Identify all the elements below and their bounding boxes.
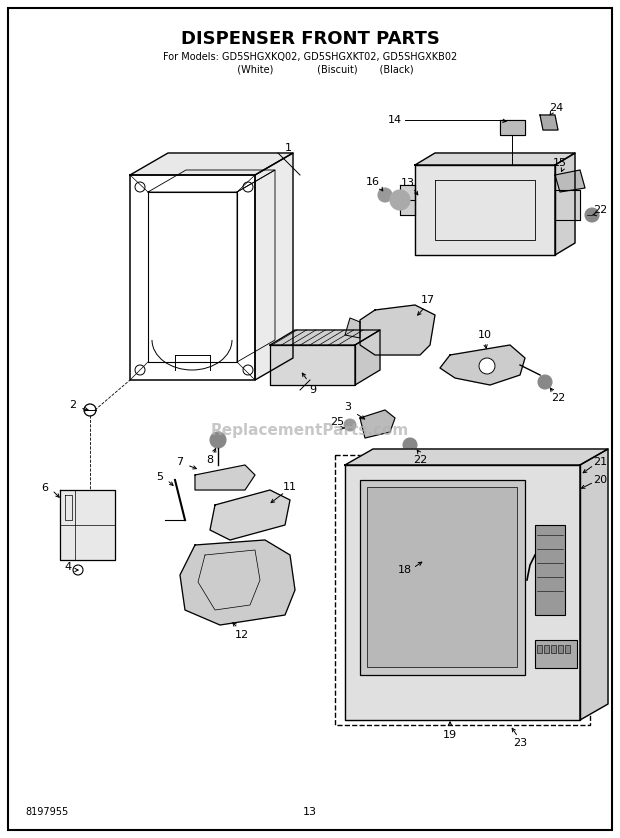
Text: 24: 24 <box>549 103 563 113</box>
Text: (White)              (Biscuit)       (Black): (White) (Biscuit) (Black) <box>206 65 414 75</box>
Polygon shape <box>210 490 290 540</box>
Bar <box>565 645 570 653</box>
Bar <box>535 525 565 615</box>
Polygon shape <box>400 185 415 215</box>
Bar <box>367 487 517 667</box>
Circle shape <box>479 358 495 374</box>
Text: DISPENSER FRONT PARTS: DISPENSER FRONT PARTS <box>180 30 440 48</box>
Polygon shape <box>555 170 585 192</box>
Polygon shape <box>555 153 575 255</box>
Polygon shape <box>130 153 293 175</box>
Text: 12: 12 <box>235 630 249 640</box>
Circle shape <box>585 208 599 222</box>
Bar <box>544 645 549 653</box>
Polygon shape <box>500 120 525 135</box>
Text: 1: 1 <box>285 143 291 153</box>
Polygon shape <box>555 190 580 220</box>
Bar <box>551 645 556 653</box>
Text: 20: 20 <box>593 475 607 485</box>
Circle shape <box>390 190 410 210</box>
Bar <box>335 455 590 725</box>
Polygon shape <box>345 318 360 338</box>
Text: 18: 18 <box>398 565 412 575</box>
Circle shape <box>378 188 392 202</box>
Text: 7: 7 <box>177 457 184 467</box>
Polygon shape <box>180 540 295 625</box>
Text: 2: 2 <box>69 400 76 410</box>
Text: 13: 13 <box>303 807 317 817</box>
Polygon shape <box>345 449 608 465</box>
Text: 13: 13 <box>401 178 415 188</box>
Text: 5: 5 <box>156 472 164 482</box>
Text: 25: 25 <box>330 417 344 427</box>
Text: 22: 22 <box>593 205 607 215</box>
Bar <box>535 640 577 668</box>
Circle shape <box>403 438 417 452</box>
Polygon shape <box>540 115 558 130</box>
Circle shape <box>344 419 356 431</box>
Polygon shape <box>195 465 255 490</box>
Text: 8197955: 8197955 <box>25 807 68 817</box>
Text: 23: 23 <box>513 738 527 748</box>
Text: 14: 14 <box>388 115 402 125</box>
Polygon shape <box>580 449 608 720</box>
Text: 16: 16 <box>366 177 380 187</box>
Text: 19: 19 <box>443 730 457 740</box>
Text: 9: 9 <box>309 385 317 395</box>
Polygon shape <box>270 330 380 345</box>
Text: 22: 22 <box>551 393 565 403</box>
Text: 11: 11 <box>283 482 297 492</box>
Text: 15: 15 <box>553 158 567 168</box>
Polygon shape <box>440 345 525 385</box>
Text: 17: 17 <box>421 295 435 305</box>
Circle shape <box>538 375 552 389</box>
Text: 10: 10 <box>478 330 492 340</box>
Polygon shape <box>355 330 380 385</box>
Circle shape <box>210 432 226 448</box>
Text: 4: 4 <box>64 562 71 572</box>
Bar <box>537 645 542 653</box>
Polygon shape <box>60 490 115 560</box>
Text: 8: 8 <box>206 455 213 465</box>
Polygon shape <box>345 465 580 720</box>
Polygon shape <box>360 305 435 355</box>
Bar <box>558 645 563 653</box>
Text: 21: 21 <box>593 457 607 467</box>
Text: 3: 3 <box>345 402 352 412</box>
Polygon shape <box>360 410 395 438</box>
Polygon shape <box>270 345 355 385</box>
Polygon shape <box>255 153 293 380</box>
Bar <box>360 480 525 675</box>
Polygon shape <box>415 165 555 255</box>
Text: 6: 6 <box>42 483 48 493</box>
Text: 22: 22 <box>413 455 427 465</box>
Text: For Models: GD5SHGXKQ02, GD5SHGXKT02, GD5SHGXKB02: For Models: GD5SHGXKQ02, GD5SHGXKT02, GD… <box>163 52 457 62</box>
Text: ReplacementParts.com: ReplacementParts.com <box>211 422 409 437</box>
Polygon shape <box>415 153 575 165</box>
